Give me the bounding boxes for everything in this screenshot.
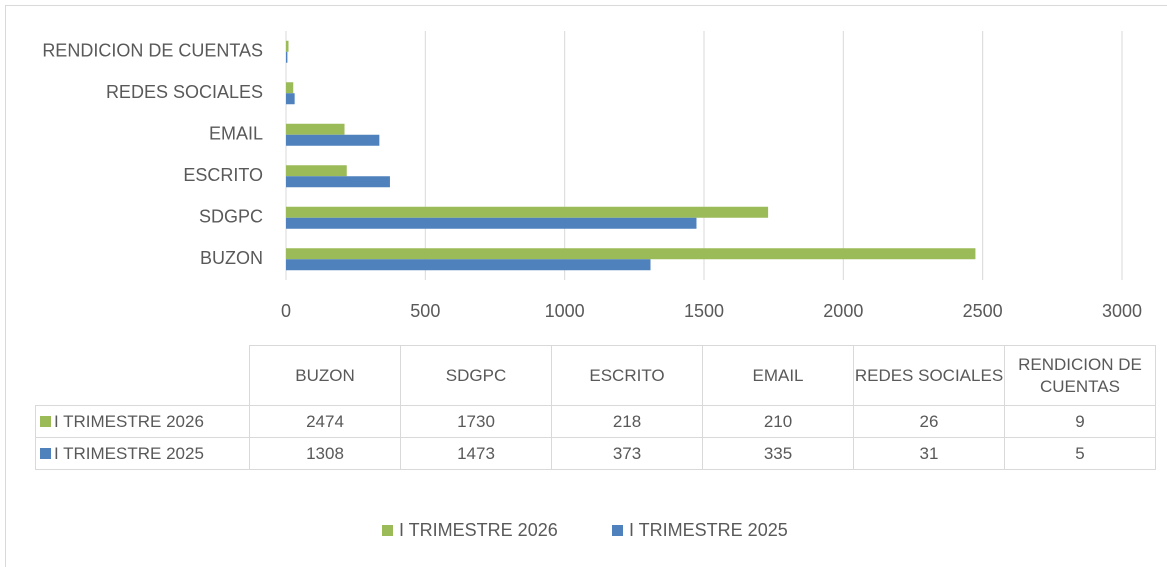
table-value: 373 <box>551 437 703 470</box>
bar <box>286 176 390 188</box>
y-tick-label: ESCRITO <box>183 165 263 185</box>
table-value: 2474 <box>249 405 401 438</box>
bar <box>286 82 294 94</box>
bar <box>286 259 651 271</box>
table-header-row: BUZON SDGPC ESCRITO EMAIL REDES SOCIALES REND… <box>35 345 1156 406</box>
table-value: 26 <box>853 405 1005 438</box>
y-tick-label: SDGPC <box>199 207 263 227</box>
legend-key <box>40 415 51 427</box>
table-header: EMAIL <box>702 345 854 406</box>
series-name: I TRIMESTRE 2026 <box>54 411 204 431</box>
legend-label: I TRIMESTRE 2026 <box>399 520 558 540</box>
x-tick-label: 500 <box>410 301 440 321</box>
y-tick-label: EMAIL <box>209 124 263 144</box>
table-value: 1308 <box>249 437 401 470</box>
table-value: 1730 <box>400 405 552 438</box>
bar <box>286 165 347 177</box>
table-value: 335 <box>702 437 854 470</box>
y-tick-label: REDES SOCIALES <box>106 82 263 102</box>
bar <box>286 217 697 229</box>
table-header: ESCRITO <box>551 345 703 406</box>
data-table-body: BUZON SDGPC ESCRITO EMAIL REDES SOCIALES REND… <box>35 345 1156 470</box>
legend-key <box>612 525 623 536</box>
bar <box>286 123 345 135</box>
table-value: 1473 <box>400 437 552 470</box>
chart-border <box>5 5 1167 567</box>
x-tick-label: 0 <box>281 301 291 321</box>
table-header: REDES SOCIALES <box>853 345 1005 406</box>
table-header: RENDICION DE CUENTAS <box>1004 345 1156 406</box>
data-table: BUZON SDGPC ESCRITO EMAIL REDES SOCIALES REND… <box>35 345 1156 470</box>
legend-key <box>382 525 393 536</box>
legend-key <box>40 447 51 459</box>
table-header: BUZON <box>249 345 401 406</box>
x-tick-label: 1500 <box>684 301 724 321</box>
x-tick-label: 2500 <box>963 301 1003 321</box>
table-value: 210 <box>702 405 854 438</box>
y-tick-label: BUZON <box>200 248 263 268</box>
table-row: I TRIMESTRE 2026 2474 1730 218 210 26 9 <box>35 405 1156 438</box>
series-name: I TRIMESTRE 2025 <box>54 443 204 463</box>
table-value: 9 <box>1004 405 1156 438</box>
bar <box>286 51 288 63</box>
table-value: 218 <box>551 405 703 438</box>
x-tick-label: 3000 <box>1102 301 1142 321</box>
bar <box>286 134 380 146</box>
bar <box>286 40 289 52</box>
x-tick-label: 2000 <box>823 301 863 321</box>
table-corner <box>35 345 250 406</box>
x-tick-label: 1000 <box>545 301 585 321</box>
legend-label: I TRIMESTRE 2025 <box>629 520 788 540</box>
table-value: 5 <box>1004 437 1156 470</box>
bar <box>286 93 295 105</box>
bar <box>286 248 976 260</box>
table-row-header: I TRIMESTRE 2026 <box>35 405 250 438</box>
table-row: I TRIMESTRE 2025 1308 1473 373 335 31 5 <box>35 437 1156 470</box>
table-value: 31 <box>853 437 1005 470</box>
table-header: SDGPC <box>400 345 552 406</box>
table-row-header: I TRIMESTRE 2025 <box>35 437 250 470</box>
y-tick-label: RENDICION DE CUENTAS <box>42 41 263 61</box>
bar <box>286 206 769 218</box>
